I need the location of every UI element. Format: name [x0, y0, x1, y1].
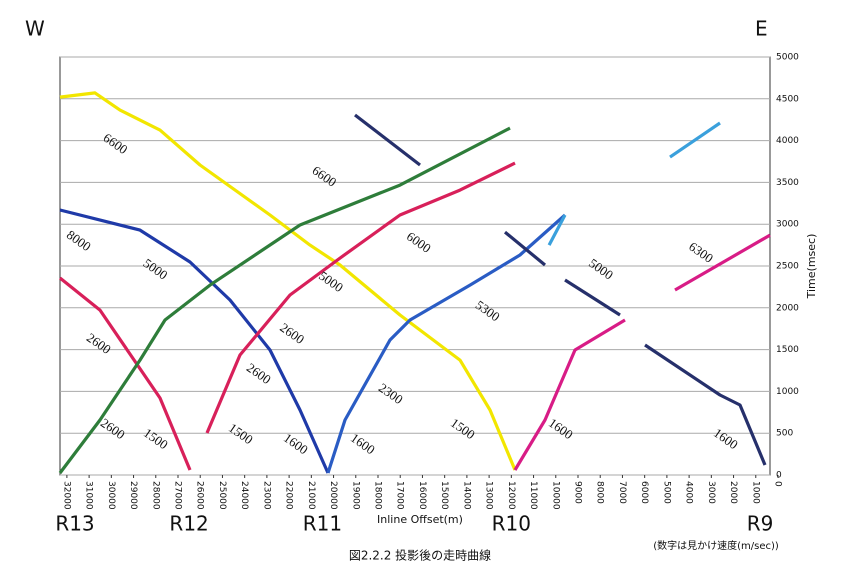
- y-tick-label: 2000: [776, 303, 799, 313]
- travel-time-curve: [513, 318, 626, 471]
- x-tick-label: 22000: [284, 481, 294, 510]
- x-tick-label: 26000: [195, 481, 205, 510]
- y-tick-label: 3000: [776, 220, 799, 230]
- x-tick-label: 7000: [617, 481, 627, 504]
- travel-time-curve: [674, 233, 771, 292]
- y-tick-label: 4500: [776, 94, 799, 104]
- y-tick-label: 5000: [776, 53, 799, 63]
- travel-time-curve: [59, 208, 330, 474]
- x-tick-label: 30000: [106, 481, 116, 510]
- travel-time-curve: [59, 91, 517, 471]
- y-tick-label: 0: [776, 471, 782, 481]
- station-label: R9: [747, 512, 774, 536]
- travel-time-curve: [503, 230, 547, 267]
- velocity-label: 2600: [277, 320, 307, 347]
- y-tick-label: 4000: [776, 136, 799, 146]
- travel-time-curve: [354, 113, 421, 167]
- x-tick-label: 8000: [595, 481, 605, 504]
- x-tick-label: 11000: [528, 481, 538, 510]
- x-tick-label: 17000: [395, 481, 405, 510]
- travel-time-curve: [547, 214, 567, 246]
- velocity-label: 5000: [141, 255, 171, 282]
- velocity-label: 5000: [586, 255, 616, 282]
- velocity-label: 6000: [404, 229, 434, 256]
- station-label: R12: [169, 512, 208, 536]
- x-tick-label: 4000: [684, 481, 694, 504]
- velocity-label: 6300: [686, 239, 716, 266]
- x-tick-label: 13000: [484, 481, 494, 510]
- x-tick-label: 2000: [728, 481, 738, 504]
- velocity-label: 2300: [376, 380, 406, 407]
- note: (数字は見かけ速度(m/sec)): [653, 539, 779, 552]
- station-label: R10: [492, 512, 531, 536]
- corner-label: E: [755, 17, 768, 41]
- travel-time-curve: [644, 343, 767, 466]
- x-tick-label: 31000: [84, 481, 94, 510]
- x-tick-label: 1000: [750, 481, 760, 504]
- velocity-label: 1500: [448, 415, 478, 442]
- velocity-label: 1600: [281, 430, 311, 457]
- travel-time-curve: [669, 121, 721, 159]
- x-tick-label: 9000: [573, 481, 583, 504]
- y-tick-label: 1500: [776, 345, 799, 355]
- x-tick-label: 12000: [506, 481, 516, 510]
- x-tick-label: 0: [773, 481, 783, 487]
- travel-time-curve: [58, 126, 511, 474]
- x-tick-label: 16000: [417, 481, 427, 510]
- x-tick-label: 20000: [328, 481, 338, 510]
- velocity-label: 1600: [348, 430, 378, 457]
- velocity-label: 1600: [711, 425, 741, 452]
- velocity-label: 2600: [244, 360, 274, 387]
- caption: 図2.2.2 投影後の走時曲線: [349, 548, 491, 563]
- x-tick-label: 18000: [373, 481, 383, 510]
- travel-time-curve: [564, 278, 621, 317]
- travel-time-curve: [326, 213, 567, 474]
- y-tick-label: 500: [776, 429, 793, 439]
- station-label: R13: [55, 512, 94, 536]
- x-axis-label: Inline Offset(m): [377, 513, 463, 526]
- velocity-label: 6600: [309, 163, 339, 190]
- x-tick-label: 14000: [461, 481, 471, 510]
- x-tick-label: 5000: [661, 481, 671, 504]
- velocity-label: 6600: [101, 130, 131, 157]
- y-tick-label: 3500: [776, 178, 799, 188]
- x-tick-label: 23000: [261, 481, 271, 510]
- x-tick-label: 25000: [217, 481, 227, 510]
- velocity-label: 8000: [64, 227, 94, 254]
- station-label: R11: [303, 512, 342, 536]
- x-tick-label: 24000: [239, 481, 249, 510]
- velocity-label: 5300: [473, 297, 503, 324]
- y-axis-label: Time(msec): [805, 234, 818, 300]
- y-tick-label: 2500: [776, 262, 799, 272]
- x-tick-label: 29000: [128, 481, 138, 510]
- x-tick-label: 27000: [173, 481, 183, 510]
- velocity-label: 2600: [84, 330, 114, 357]
- x-tick-label: 3000: [706, 481, 716, 504]
- corner-label: W: [25, 17, 45, 41]
- x-tick-label: 19000: [350, 481, 360, 510]
- x-tick-label: 32000: [61, 481, 71, 510]
- x-tick-label: 28000: [150, 481, 160, 510]
- travel-time-curve: [205, 161, 516, 434]
- x-tick-label: 10000: [550, 481, 560, 510]
- x-tick-label: 15000: [439, 481, 449, 510]
- y-tick-label: 1000: [776, 387, 799, 397]
- velocity-label: 1600: [546, 415, 576, 442]
- x-tick-label: 21000: [306, 481, 316, 510]
- travel-time-curve: [58, 276, 192, 471]
- velocity-label: 1500: [141, 425, 171, 452]
- velocity-label: 1500: [226, 420, 256, 447]
- x-tick-label: 6000: [639, 481, 649, 504]
